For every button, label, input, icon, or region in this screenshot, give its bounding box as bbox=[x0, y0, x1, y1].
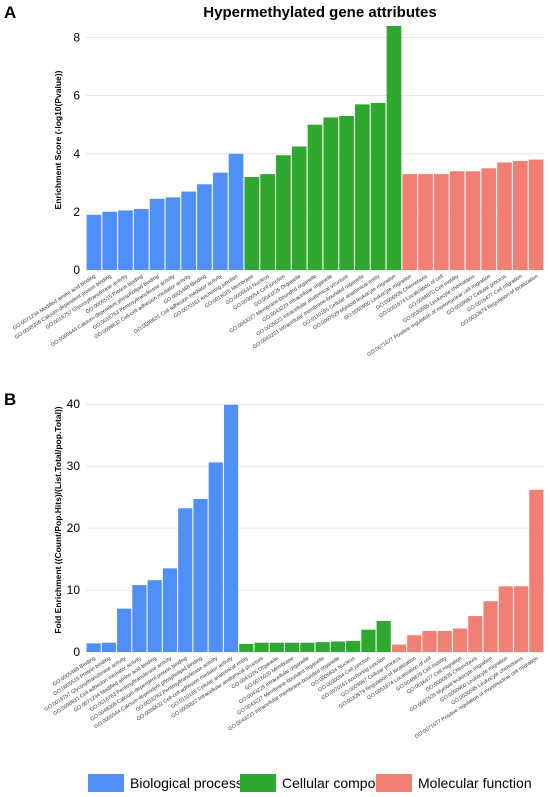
y-tick-label: 0 bbox=[73, 263, 80, 277]
bar bbox=[285, 642, 300, 652]
y-tick-label: 10 bbox=[67, 583, 81, 597]
bar bbox=[228, 153, 244, 270]
bar bbox=[101, 642, 116, 652]
legend-label-cellular-component: Cellular component bbox=[282, 775, 403, 791]
bar bbox=[376, 621, 391, 652]
bar bbox=[386, 25, 402, 270]
y-tick-label: 4 bbox=[73, 147, 80, 161]
legend: Biological process Cellular component Mo… bbox=[0, 766, 550, 797]
bar bbox=[330, 641, 345, 652]
bar bbox=[307, 124, 323, 271]
bar bbox=[223, 404, 239, 652]
bar bbox=[276, 155, 291, 270]
legend-swatch-molecular-function bbox=[376, 774, 412, 792]
bar bbox=[117, 608, 132, 652]
y-tick-label: 6 bbox=[73, 89, 80, 103]
bar bbox=[391, 644, 407, 652]
bar bbox=[147, 580, 162, 652]
y-tick-label: 40 bbox=[67, 397, 81, 411]
bar bbox=[512, 161, 528, 270]
bar bbox=[483, 601, 498, 652]
bar bbox=[418, 174, 433, 270]
bar bbox=[407, 635, 422, 652]
bar bbox=[361, 629, 376, 652]
bar bbox=[323, 117, 339, 270]
bar bbox=[449, 171, 465, 270]
bar bbox=[181, 191, 196, 270]
bar bbox=[315, 642, 330, 652]
plot-background bbox=[86, 398, 544, 652]
bar bbox=[239, 643, 254, 652]
bar bbox=[178, 508, 193, 652]
bar bbox=[468, 616, 483, 652]
bar bbox=[149, 198, 165, 270]
bar bbox=[339, 115, 354, 270]
bar bbox=[254, 642, 269, 652]
bar bbox=[514, 586, 529, 652]
bar bbox=[498, 586, 513, 652]
legend-swatch-cellular-component bbox=[240, 774, 276, 792]
bar bbox=[212, 172, 228, 270]
bar bbox=[481, 168, 497, 270]
bar bbox=[346, 640, 361, 652]
bar bbox=[402, 174, 418, 270]
bar bbox=[86, 643, 101, 652]
bar bbox=[452, 628, 468, 652]
chart-a-y-axis-label: Enrichment Score (-log10(Pvalue)) bbox=[53, 70, 63, 209]
bar bbox=[437, 630, 452, 652]
bar bbox=[370, 102, 386, 270]
panel-b-letter: B bbox=[4, 390, 16, 409]
y-tick-label: 30 bbox=[67, 459, 81, 473]
legend-label-biological-process: Biological process bbox=[130, 775, 243, 791]
bar bbox=[434, 174, 449, 270]
y-tick-label: 8 bbox=[73, 31, 80, 45]
bar bbox=[528, 159, 544, 270]
y-tick-label: 20 bbox=[67, 521, 81, 535]
bar bbox=[300, 642, 315, 652]
bar bbox=[422, 630, 437, 652]
bar bbox=[208, 462, 223, 652]
y-tick-label: 0 bbox=[73, 645, 80, 659]
bar bbox=[244, 177, 260, 270]
bar bbox=[269, 642, 284, 652]
bar bbox=[102, 211, 118, 270]
bar bbox=[497, 162, 512, 270]
bar bbox=[355, 104, 370, 270]
bar bbox=[165, 197, 181, 270]
legend-label-molecular-function: Molecular function bbox=[418, 775, 532, 791]
legend-item-cellular-component: Cellular component bbox=[240, 774, 403, 792]
legend-swatch-biological-process bbox=[88, 774, 124, 792]
bar bbox=[118, 210, 133, 270]
chart-b-y-axis-label: Fold Enrichment ((Count/Pop.Hits)/(List.… bbox=[53, 406, 63, 633]
bar bbox=[132, 585, 147, 652]
bar bbox=[133, 208, 149, 270]
bar bbox=[529, 489, 544, 652]
bar bbox=[193, 498, 208, 652]
panel-a-letter: A bbox=[4, 3, 16, 22]
bar bbox=[86, 214, 102, 270]
chart-a-title: Hypermethylated gene attributes bbox=[203, 4, 436, 21]
legend-item-molecular-function: Molecular function bbox=[376, 774, 532, 792]
legend-item-biological-process: Biological process bbox=[88, 774, 243, 792]
bar bbox=[197, 184, 212, 270]
bar bbox=[260, 174, 275, 270]
y-tick-label: 2 bbox=[73, 205, 80, 219]
bar bbox=[162, 568, 178, 652]
bar bbox=[465, 171, 481, 270]
bar bbox=[291, 146, 307, 270]
